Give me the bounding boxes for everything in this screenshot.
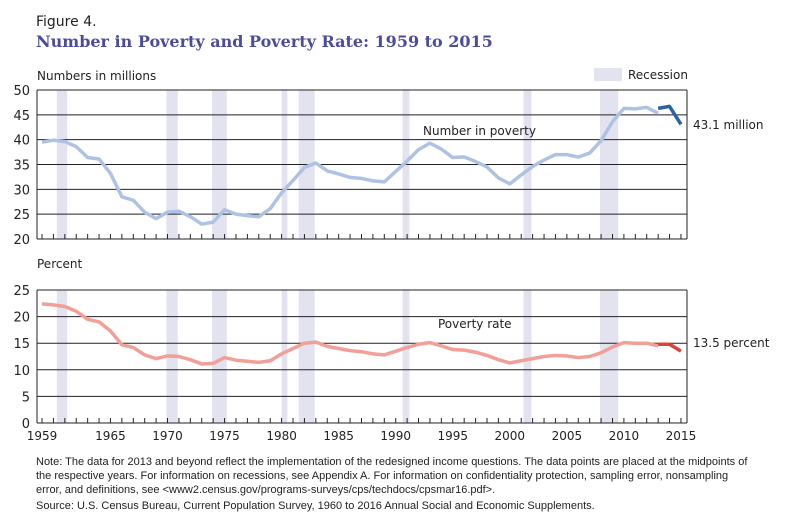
series-line-0	[41, 302, 659, 366]
notes: Note: The data for 2013 and beyond refle…	[36, 455, 756, 515]
series-label: Poverty rate	[438, 317, 512, 331]
note-text: Note: The data for 2013 and beyond refle…	[36, 456, 748, 496]
x-tick-label: 1985	[323, 429, 354, 443]
y-tick-label: 0	[22, 417, 30, 432]
y-tick-label: 5	[22, 390, 30, 405]
end-value-label: 43.1 million	[693, 118, 764, 132]
y-tick-label: 45	[13, 109, 30, 124]
x-tick-label: 1970	[152, 429, 183, 443]
series-line-0	[41, 105, 659, 226]
chart-title: Number in Poverty and Poverty Rate: 1959…	[36, 32, 493, 51]
y-axis-label: Percent	[37, 257, 82, 271]
y-tick-label: 25	[13, 208, 30, 223]
y-tick-label: 35	[13, 159, 30, 174]
x-tick-label: 1959	[27, 429, 58, 443]
y-tick-label: 30	[13, 183, 30, 198]
y-axis-label: Numbers in millions	[37, 69, 156, 83]
x-tick-label: 2005	[552, 429, 583, 443]
figure-label: Figure 4.	[36, 14, 97, 30]
y-tick-label: 10	[13, 364, 30, 379]
x-tick-label: 2000	[495, 429, 526, 443]
source-text: Source: U.S. Census Bureau, Current Popu…	[36, 500, 595, 512]
recession-band	[402, 290, 410, 423]
y-tick-label: 25	[13, 284, 30, 299]
y-tick-label: 15	[13, 337, 30, 352]
recession-band	[212, 290, 227, 423]
recession-band	[281, 290, 288, 423]
series-line-1	[658, 342, 682, 353]
x-tick-label: 1990	[380, 429, 411, 443]
y-tick-label: 40	[13, 134, 30, 149]
legend-recession-swatch	[594, 68, 622, 81]
y-tick-label: 20	[13, 311, 30, 326]
x-tick-label: 2015	[666, 429, 697, 443]
x-tick-label: 1975	[209, 429, 240, 443]
recession-band	[298, 290, 315, 423]
series-label: Number in poverty	[423, 124, 536, 138]
x-tick-label: 1980	[266, 429, 297, 443]
recession-band	[599, 290, 619, 423]
legend-recession-label: Recession	[628, 68, 688, 82]
x-tick-label: 1995	[437, 429, 468, 443]
recession-band	[56, 290, 68, 423]
x-tick-label: 1965	[95, 429, 126, 443]
recession-band	[523, 290, 532, 423]
end-value-label: 13.5 percent	[693, 336, 770, 350]
y-tick-label: 50	[13, 84, 30, 99]
y-tick-label: 20	[13, 233, 30, 248]
x-tick-label: 2010	[609, 429, 640, 443]
